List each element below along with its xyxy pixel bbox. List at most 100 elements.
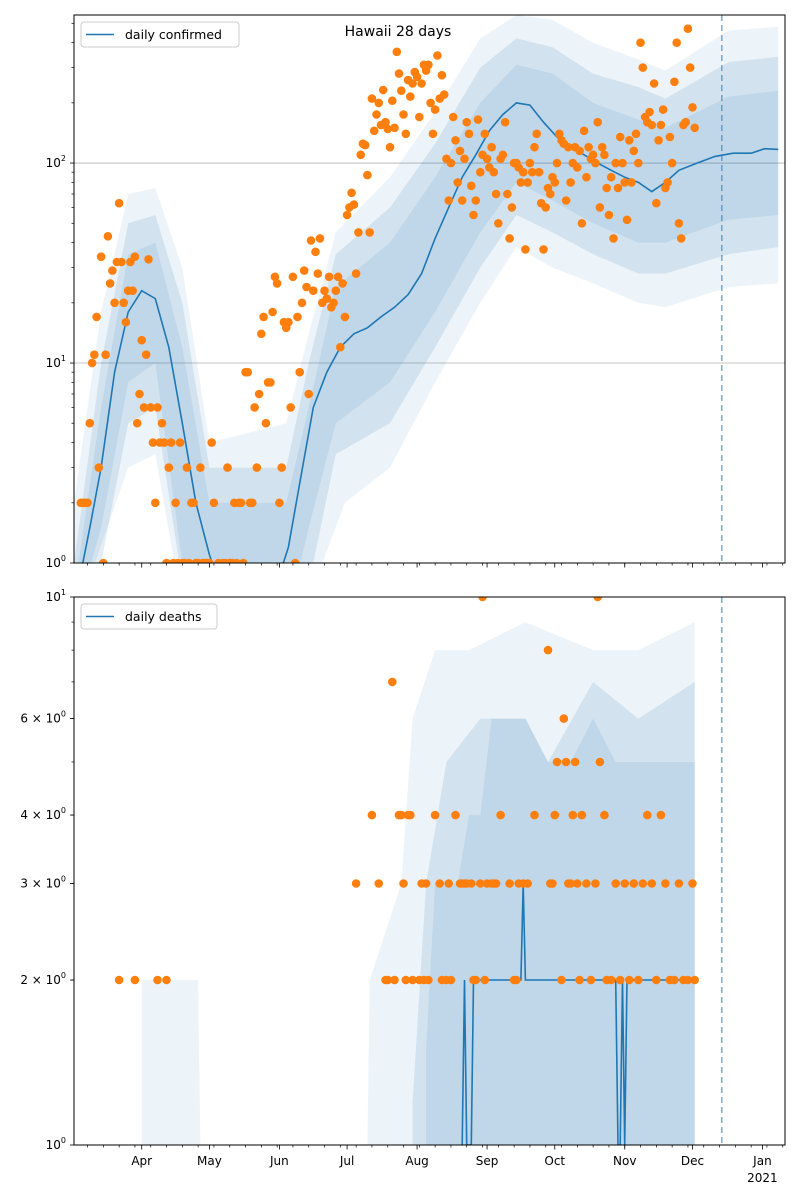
x-tick-label: Jan xyxy=(752,1154,772,1168)
data-point xyxy=(408,79,417,88)
data-point xyxy=(636,38,645,47)
data-point xyxy=(690,123,699,133)
data-point xyxy=(652,975,661,985)
series-line xyxy=(81,102,779,563)
data-point xyxy=(480,975,490,985)
data-point xyxy=(523,879,532,888)
data-point xyxy=(629,879,639,888)
data-point xyxy=(573,879,582,888)
data-point xyxy=(351,269,361,278)
data-point xyxy=(471,975,481,985)
data-point xyxy=(354,228,363,237)
data-point xyxy=(254,389,264,399)
data-point xyxy=(329,298,338,308)
data-point xyxy=(606,172,616,182)
data-point xyxy=(566,879,575,888)
data-point xyxy=(473,115,483,124)
data-point xyxy=(521,245,530,254)
data-point xyxy=(625,975,634,985)
data-point xyxy=(663,178,672,187)
data-point xyxy=(638,879,648,888)
data-point xyxy=(634,975,643,985)
y-tick-label: 4 × 100 xyxy=(20,806,66,822)
data-point xyxy=(151,498,160,508)
y-tick-label: 100 xyxy=(46,554,66,570)
data-point xyxy=(110,298,119,308)
data-point xyxy=(674,879,684,888)
data-point xyxy=(290,558,300,563)
data-point xyxy=(548,879,557,888)
data-point xyxy=(333,272,343,282)
data-point xyxy=(683,975,693,985)
data-point xyxy=(374,879,384,888)
legend-label: daily deaths xyxy=(125,609,202,624)
data-point xyxy=(394,69,404,78)
data-point xyxy=(315,234,325,243)
data-point xyxy=(561,196,571,205)
data-point xyxy=(507,203,517,212)
data-point xyxy=(90,350,99,360)
data-point xyxy=(390,123,399,133)
data-point xyxy=(552,158,562,168)
data-point xyxy=(367,94,377,103)
data-point xyxy=(584,142,593,152)
data-point xyxy=(374,98,384,108)
data-point xyxy=(135,389,144,399)
data-point xyxy=(516,178,526,187)
data-point xyxy=(141,350,151,360)
data-point xyxy=(451,810,460,820)
data-point xyxy=(390,975,399,985)
data-point xyxy=(367,810,377,820)
data-point xyxy=(417,79,426,88)
data-point xyxy=(634,158,643,168)
data-point xyxy=(365,228,375,237)
data-point xyxy=(349,200,359,209)
data-point xyxy=(491,189,501,199)
deaths-panel: 100 2 × 100 3 × 100 4 × 100 6 × 100 101 Apr May… xyxy=(20,588,786,1185)
data-point xyxy=(491,879,501,888)
data-point xyxy=(593,117,602,127)
data-point xyxy=(457,196,467,205)
data-point xyxy=(564,142,573,152)
data-point xyxy=(530,142,539,152)
data-point xyxy=(615,132,625,142)
data-point xyxy=(620,178,629,187)
x-tick-label: Sep xyxy=(476,1154,499,1168)
data-point xyxy=(467,181,476,191)
data-point xyxy=(471,196,481,205)
data-point xyxy=(566,178,575,187)
data-point xyxy=(451,136,460,145)
data-point xyxy=(426,98,435,108)
data-point xyxy=(412,72,422,82)
data-point xyxy=(602,183,611,193)
data-point xyxy=(530,810,539,820)
data-point xyxy=(342,210,352,220)
data-point xyxy=(399,110,408,119)
data-point xyxy=(645,107,654,117)
data-point xyxy=(119,298,128,308)
data-point xyxy=(248,498,257,508)
data-point xyxy=(144,254,153,264)
data-point xyxy=(487,142,496,152)
data-point xyxy=(446,158,456,168)
data-point xyxy=(430,105,440,114)
data-point xyxy=(575,146,584,156)
data-point xyxy=(85,418,95,428)
data-point xyxy=(480,129,490,139)
confidence-band xyxy=(426,718,695,1145)
y-tick-label: 102 xyxy=(46,154,66,170)
data-point xyxy=(527,167,537,177)
data-point xyxy=(415,112,424,122)
data-point xyxy=(430,810,440,820)
data-point xyxy=(489,167,499,177)
data-point xyxy=(388,96,397,105)
data-point xyxy=(87,358,97,368)
data-point xyxy=(672,38,681,47)
data-point xyxy=(561,757,571,767)
data-point xyxy=(207,438,216,447)
data-point xyxy=(552,757,562,767)
axes-frame xyxy=(73,596,786,1146)
data-point xyxy=(92,312,101,322)
data-point xyxy=(259,312,268,322)
